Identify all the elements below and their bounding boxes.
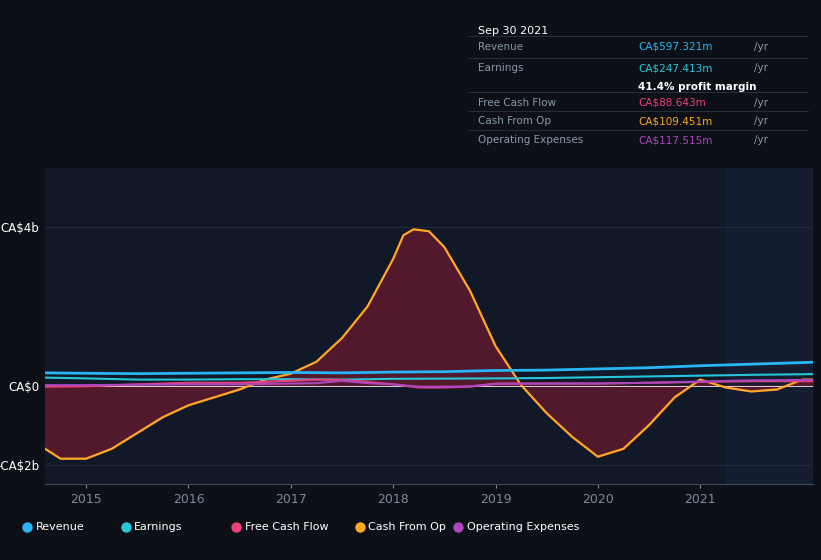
Text: CA$597.321m: CA$597.321m <box>639 42 713 52</box>
Text: Earnings: Earnings <box>478 63 524 73</box>
Text: Operating Expenses: Operating Expenses <box>466 522 579 531</box>
Text: Cash From Op: Cash From Op <box>478 116 551 127</box>
Text: 41.4% profit margin: 41.4% profit margin <box>639 82 757 92</box>
Text: Operating Expenses: Operating Expenses <box>478 135 584 145</box>
Text: /yr: /yr <box>754 63 768 73</box>
Text: /yr: /yr <box>754 135 768 145</box>
Text: /yr: /yr <box>754 116 768 127</box>
Text: Free Cash Flow: Free Cash Flow <box>478 98 557 108</box>
Text: CA$88.643m: CA$88.643m <box>639 98 706 108</box>
Bar <box>726 168 813 484</box>
Text: CA$109.451m: CA$109.451m <box>639 116 713 127</box>
Text: CA$247.413m: CA$247.413m <box>639 63 713 73</box>
Text: Free Cash Flow: Free Cash Flow <box>245 522 328 531</box>
Text: CA$117.515m: CA$117.515m <box>639 135 713 145</box>
Text: /yr: /yr <box>754 42 768 52</box>
Text: Sep 30 2021: Sep 30 2021 <box>478 26 548 36</box>
Text: /yr: /yr <box>754 98 768 108</box>
Text: Cash From Op: Cash From Op <box>369 522 446 531</box>
Text: Revenue: Revenue <box>478 42 523 52</box>
Text: Revenue: Revenue <box>36 522 85 531</box>
Text: Earnings: Earnings <box>135 522 183 531</box>
